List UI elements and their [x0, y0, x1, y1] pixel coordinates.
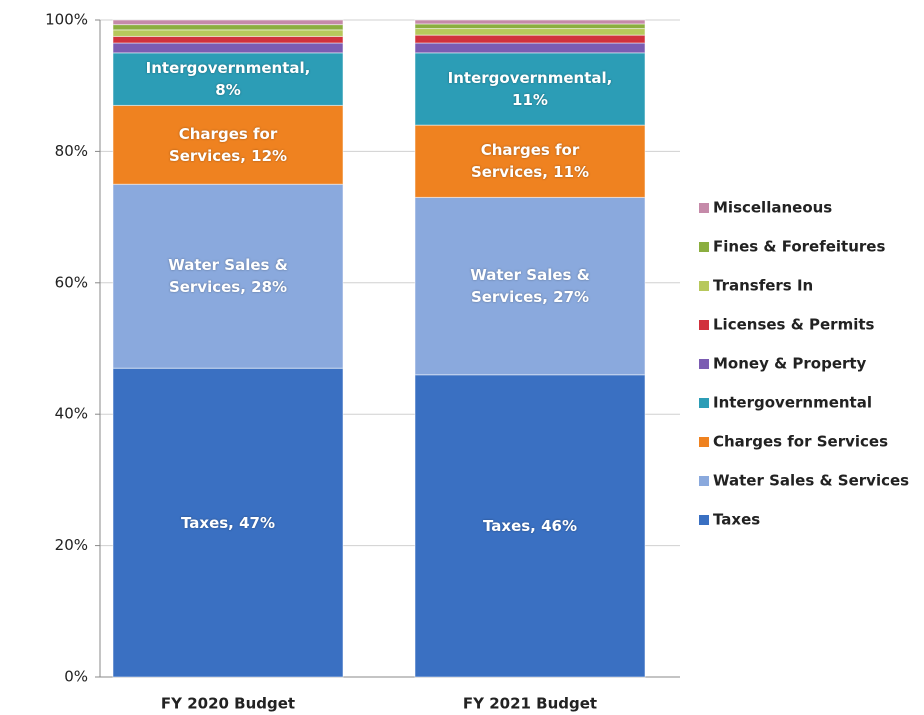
legend-swatch: [699, 320, 709, 330]
bar-segment: [414, 124, 646, 198]
bar-segment: [414, 196, 646, 376]
x-tick-label: FY 2020 Budget: [161, 695, 295, 713]
bar-segment: [414, 19, 646, 25]
legend-swatch: [699, 359, 709, 369]
legend-label: Miscellaneous: [713, 199, 832, 217]
legend-label: Intergovernmental: [713, 394, 872, 412]
legend-label: Money & Property: [713, 355, 867, 373]
y-tick-label: 60%: [55, 273, 88, 291]
bar-segment: [414, 23, 646, 30]
bar-segment: [112, 42, 344, 54]
data-label: Water Sales & Services, 28%: [168, 256, 288, 297]
y-tick-label: 100%: [45, 11, 88, 29]
x-tick-label: FY 2021 Budget: [463, 695, 597, 713]
data-label: Intergovernmental, 8%: [145, 59, 311, 100]
data-label: Taxes, 46%: [482, 516, 578, 535]
bar-segment: [112, 24, 344, 31]
legend-swatch: [699, 398, 709, 408]
bar-segment: [414, 34, 646, 44]
bar-segment: [414, 52, 646, 126]
bar-segment: [414, 374, 646, 678]
bar-segment: [414, 28, 646, 36]
bar-segment: [112, 104, 344, 185]
legend-label: Water Sales & Services: [713, 472, 909, 490]
legend-label: Fines & Forefeitures: [713, 238, 885, 256]
data-label: Charges for Services, 11%: [470, 141, 590, 182]
y-tick-label: 80%: [55, 142, 88, 160]
bar-segment: [112, 367, 344, 678]
bar-segment: [112, 52, 344, 106]
legend-swatch: [699, 242, 709, 252]
legend-label: Transfers In: [713, 277, 813, 295]
bar-segment: [112, 35, 344, 44]
bar-segment: [112, 183, 344, 369]
bar-segment: [414, 42, 646, 54]
legend-swatch: [699, 476, 709, 486]
legend-swatch: [699, 437, 709, 447]
legend-label: Taxes: [713, 511, 760, 529]
bar-segment: [112, 29, 344, 37]
legend-swatch: [699, 203, 709, 213]
legend-label: Charges for Services: [713, 433, 888, 451]
y-tick-label: 40%: [55, 405, 88, 423]
legend-swatch: [699, 281, 709, 291]
legend-swatch: [699, 515, 709, 525]
y-tick-label: 0%: [64, 668, 88, 686]
data-label: Charges for Services, 12%: [168, 124, 288, 165]
data-label: Water Sales & Services, 27%: [470, 266, 590, 307]
data-label: Taxes, 47%: [180, 513, 276, 532]
data-label: Intergovernmental, 11%: [447, 68, 613, 109]
bar-segment: [112, 19, 344, 26]
y-tick-label: 20%: [55, 536, 88, 554]
legend-label: Licenses & Permits: [713, 316, 875, 334]
